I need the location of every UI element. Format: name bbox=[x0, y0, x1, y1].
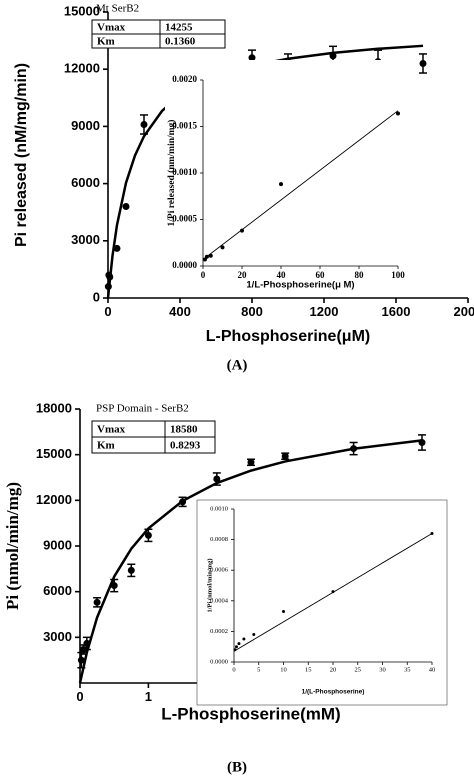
data-point bbox=[113, 244, 121, 252]
y-axis-label: 1/Pi released (nm/min/mg) bbox=[166, 120, 177, 227]
inset-background bbox=[165, 60, 405, 295]
x-tick-label: 0 bbox=[201, 270, 206, 280]
data-point bbox=[127, 566, 135, 574]
x-tick-label: 0 bbox=[76, 689, 83, 704]
y-tick-label: 6000 bbox=[43, 583, 72, 598]
table-cell bbox=[164, 436, 216, 454]
table-text: Vmax bbox=[97, 22, 126, 34]
table-text: 14255 bbox=[165, 22, 193, 34]
data-point bbox=[237, 642, 241, 646]
y-tick-label: 3000 bbox=[43, 629, 72, 644]
table-text: Km bbox=[97, 440, 115, 452]
x-axis-label: 1/L-Phosphoserine(μ M) bbox=[246, 280, 354, 291]
x-axis-label: 1/(L-Phosphoserine) bbox=[302, 689, 365, 696]
y-tick-label: 0.0008 bbox=[210, 536, 228, 543]
x-tick-label: 35 bbox=[404, 666, 411, 673]
fit-line bbox=[78, 439, 423, 684]
y-axis-label: 1/Pi (nmol/min/mg) bbox=[206, 559, 213, 613]
table-text: 18580 bbox=[170, 424, 198, 436]
y-tick-label: 0.0006 bbox=[210, 567, 229, 574]
data-point bbox=[140, 120, 148, 128]
y-tick-label: 0.0000 bbox=[210, 658, 228, 665]
y-tick-label: 12000 bbox=[36, 492, 72, 507]
data-point bbox=[213, 475, 221, 483]
x-tick-label: 25 bbox=[355, 666, 362, 673]
x-tick-label: 40 bbox=[429, 666, 436, 673]
x-tick-label: 0 bbox=[104, 304, 111, 319]
x-tick-label: 20 bbox=[330, 666, 337, 673]
fit-line bbox=[202, 110, 399, 260]
data-point bbox=[144, 531, 152, 539]
data-point bbox=[279, 182, 283, 187]
y-tick-label: 3000 bbox=[71, 232, 100, 247]
x-axis-label: L-Phosphoserine(μM) bbox=[206, 328, 370, 345]
y-axis-label: Pi released (nM/mg/min) bbox=[13, 63, 30, 247]
data-point bbox=[77, 656, 85, 664]
table-title: Mt SerB2 bbox=[96, 3, 139, 15]
y-tick-label: 0.0010 bbox=[172, 167, 197, 177]
x-tick-label: 5 bbox=[257, 666, 260, 673]
x-tick-label: 20 bbox=[238, 270, 248, 280]
y-tick-label: 0.0004 bbox=[210, 597, 229, 604]
data-point bbox=[396, 111, 400, 116]
table-text: 0.8293 bbox=[170, 440, 201, 452]
x-tick-label: 0 bbox=[232, 666, 235, 673]
caption: (A) bbox=[227, 357, 248, 373]
y-tick-label: 9000 bbox=[71, 118, 100, 133]
y-tick-label: 0.0020 bbox=[172, 74, 197, 84]
x-tick-label: 40 bbox=[277, 270, 287, 280]
x-tick-label: 15 bbox=[305, 666, 312, 673]
inset-background bbox=[196, 499, 448, 706]
table-text: Km bbox=[97, 36, 115, 48]
fit-line bbox=[233, 533, 433, 652]
data-point bbox=[252, 632, 256, 636]
y-tick-label: 18000 bbox=[36, 400, 72, 415]
y-tick-label: 15000 bbox=[36, 446, 72, 461]
data-point bbox=[419, 59, 427, 67]
y-axis-label: Pi (nmol/min/mg) bbox=[3, 482, 22, 610]
caption: (B) bbox=[227, 759, 247, 775]
data-point bbox=[242, 637, 246, 641]
data-point bbox=[282, 610, 285, 614]
y-tick-label: 0.0015 bbox=[172, 121, 197, 131]
x-axis-label: L-Phosphoserine(mM) bbox=[161, 704, 340, 723]
x-tick-label: 100 bbox=[391, 270, 405, 280]
x-tick-label: 800 bbox=[241, 304, 263, 319]
x-tick-label: 2000 bbox=[454, 304, 474, 319]
y-tick-label: 12000 bbox=[64, 61, 100, 76]
table-cell bbox=[159, 33, 226, 49]
data-point bbox=[240, 228, 244, 233]
y-tick-label: 6000 bbox=[71, 175, 100, 190]
data-point bbox=[234, 645, 238, 649]
data-point bbox=[281, 452, 289, 460]
x-tick-label: 1200 bbox=[310, 304, 339, 319]
x-tick-label: 30 bbox=[379, 666, 386, 673]
x-tick-label: 10 bbox=[280, 666, 287, 673]
data-point bbox=[122, 202, 130, 210]
table-text: 0.1360 bbox=[165, 36, 196, 48]
y-tick-label: 0 bbox=[93, 289, 100, 304]
x-tick-label: 400 bbox=[169, 304, 191, 319]
y-tick-label: 0.0002 bbox=[210, 628, 228, 635]
x-tick-label: 1 bbox=[145, 689, 152, 704]
y-tick-label: 0.0005 bbox=[172, 214, 197, 224]
y-tick-label: 9000 bbox=[43, 537, 72, 552]
table-title: PSP Domain - SerB2 bbox=[96, 403, 189, 415]
y-tick-label: 0.0010 bbox=[210, 505, 228, 512]
y-tick-label: 15000 bbox=[64, 3, 100, 18]
x-tick-label: 1600 bbox=[382, 304, 411, 319]
data-point bbox=[93, 598, 101, 606]
x-tick-label: 60 bbox=[316, 270, 326, 280]
data-point bbox=[248, 54, 256, 62]
x-tick-label: 80 bbox=[355, 270, 365, 280]
y-tick-label: 0.0000 bbox=[172, 260, 197, 270]
table-text: Vmax bbox=[97, 424, 126, 436]
data-point bbox=[220, 245, 225, 250]
data-point bbox=[247, 458, 255, 466]
